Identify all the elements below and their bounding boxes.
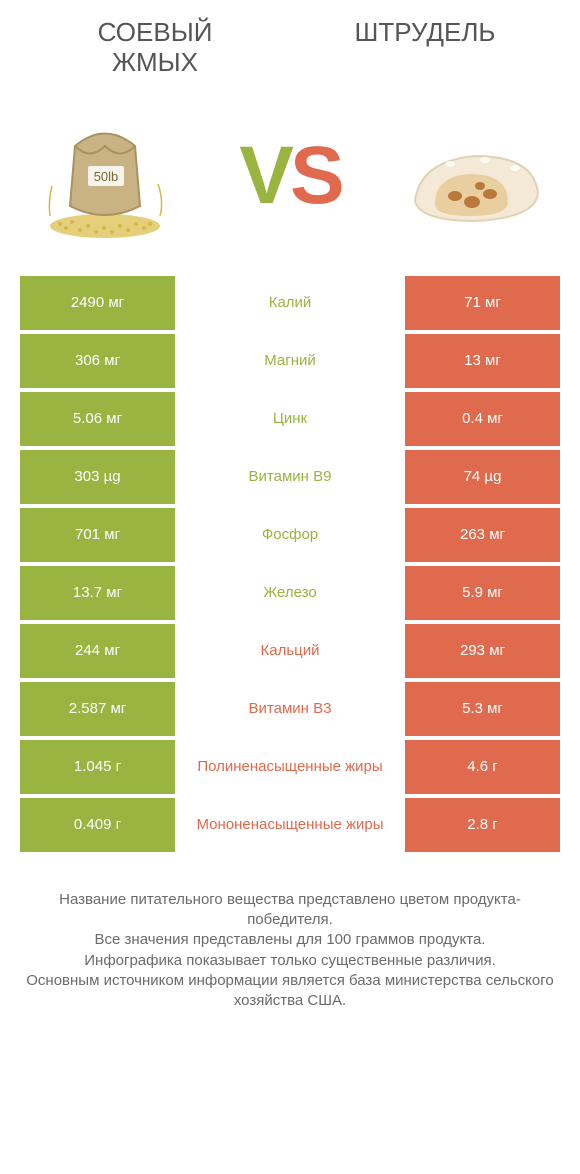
cell-left: 701 мг bbox=[20, 508, 175, 562]
cell-right: 0.4 мг bbox=[405, 392, 560, 446]
cell-left: 13.7 мг bbox=[20, 566, 175, 620]
table-row: 5.06 мгЦинк0.4 мг bbox=[20, 392, 560, 446]
cell-nutrient: Кальций bbox=[175, 624, 405, 678]
cell-left: 244 мг bbox=[20, 624, 175, 678]
cell-nutrient: Магний bbox=[175, 334, 405, 388]
vs-row: 50lb VS bbox=[0, 86, 580, 276]
infographic-container: СОЕВЫЙЖМЫХ ШТРУДЕЛЬ 50lb bbox=[0, 0, 580, 1174]
cell-nutrient: Калий bbox=[175, 276, 405, 330]
vs-label: VS bbox=[239, 129, 340, 223]
table-row: 13.7 мгЖелезо5.9 мг bbox=[20, 566, 560, 620]
table-row: 2490 мгКалий71 мг bbox=[20, 276, 560, 330]
cell-right: 71 мг bbox=[405, 276, 560, 330]
cell-right: 5.3 мг bbox=[405, 682, 560, 736]
cell-nutrient: Полиненасыщенные жиры bbox=[175, 740, 405, 794]
cell-right: 263 мг bbox=[405, 508, 560, 562]
cell-right: 13 мг bbox=[405, 334, 560, 388]
cell-left: 2490 мг bbox=[20, 276, 175, 330]
table-row: 701 мгФосфор263 мг bbox=[20, 508, 560, 562]
footer-text: Название питательного вещества представл… bbox=[0, 864, 580, 1012]
cell-left: 303 µg bbox=[20, 450, 175, 504]
vs-s: S bbox=[290, 130, 341, 221]
titles-row: СОЕВЫЙЖМЫХ ШТРУДЕЛЬ bbox=[0, 0, 580, 86]
cell-nutrient: Железо bbox=[175, 566, 405, 620]
cell-nutrient: Витамин B9 bbox=[175, 450, 405, 504]
table-row: 244 мгКальций293 мг bbox=[20, 624, 560, 678]
vs-v: V bbox=[239, 130, 290, 221]
title-right: ШТРУДЕЛЬ bbox=[290, 18, 560, 78]
cell-right: 74 µg bbox=[405, 450, 560, 504]
table-row: 0.409 гМононенасыщенные жиры2.8 г bbox=[20, 798, 560, 852]
nutrient-table: 2490 мгКалий71 мг306 мгМагний13 мг5.06 м… bbox=[0, 276, 580, 864]
cell-left: 1.045 г bbox=[20, 740, 175, 794]
product-left-image: 50lb bbox=[30, 106, 180, 246]
cell-right: 293 мг bbox=[405, 624, 560, 678]
product-right-image bbox=[400, 106, 550, 246]
cell-nutrient: Мононенасыщенные жиры bbox=[175, 798, 405, 852]
table-row: 1.045 гПолиненасыщенные жиры4.6 г bbox=[20, 740, 560, 794]
title-left: СОЕВЫЙЖМЫХ bbox=[20, 18, 290, 78]
cell-left: 0.409 г bbox=[20, 798, 175, 852]
cell-right: 2.8 г bbox=[405, 798, 560, 852]
table-row: 2.587 мгВитамин B35.3 мг bbox=[20, 682, 560, 736]
cell-nutrient: Фосфор bbox=[175, 508, 405, 562]
cell-left: 5.06 мг bbox=[20, 392, 175, 446]
cell-left: 2.587 мг bbox=[20, 682, 175, 736]
cell-nutrient: Цинк bbox=[175, 392, 405, 446]
cell-nutrient: Витамин B3 bbox=[175, 682, 405, 736]
table-row: 303 µgВитамин B974 µg bbox=[20, 450, 560, 504]
cell-right: 5.9 мг bbox=[405, 566, 560, 620]
table-row: 306 мгМагний13 мг bbox=[20, 334, 560, 388]
cell-right: 4.6 г bbox=[405, 740, 560, 794]
sack-label: 50lb bbox=[94, 169, 119, 184]
cell-left: 306 мг bbox=[20, 334, 175, 388]
